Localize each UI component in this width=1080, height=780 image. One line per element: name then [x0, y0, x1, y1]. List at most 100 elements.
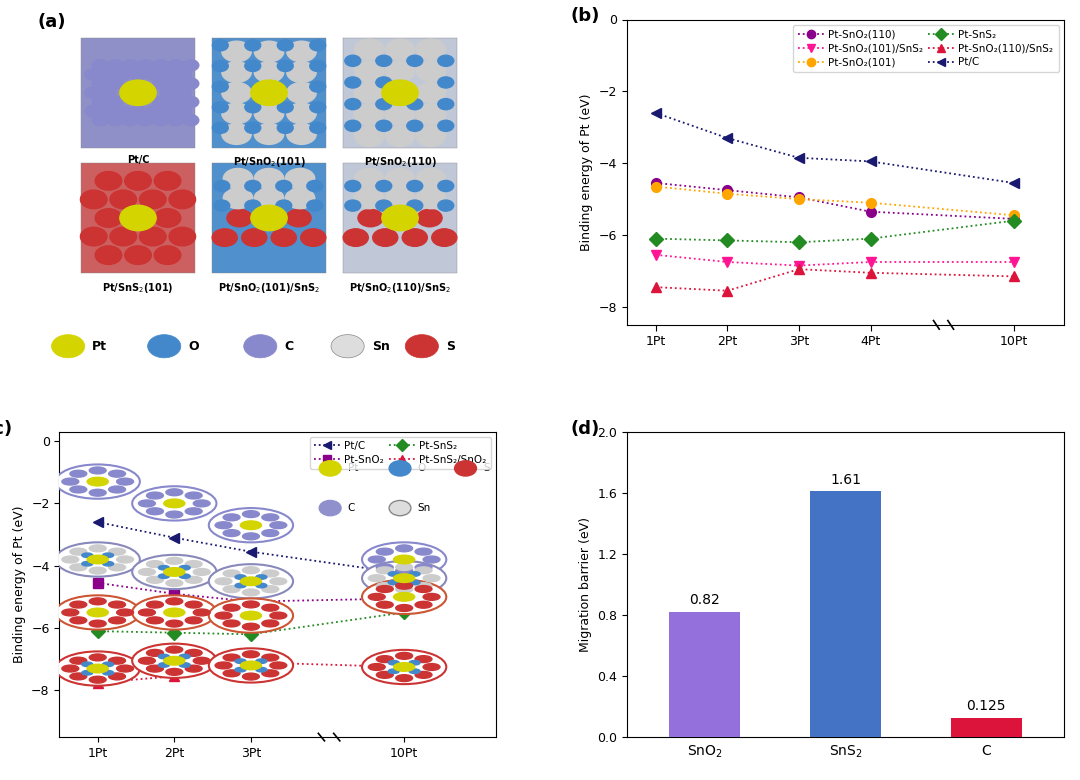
Circle shape: [251, 205, 287, 231]
Circle shape: [261, 570, 279, 577]
Circle shape: [245, 180, 260, 192]
Circle shape: [286, 103, 316, 124]
Circle shape: [117, 556, 134, 563]
Circle shape: [114, 105, 131, 117]
Text: 0.125: 0.125: [967, 700, 1007, 714]
Circle shape: [90, 654, 106, 661]
Circle shape: [109, 548, 125, 555]
Circle shape: [82, 671, 93, 675]
Circle shape: [179, 566, 190, 570]
Pt-SnO₂(101)/SnS₂: [720, 257, 733, 267]
Circle shape: [70, 658, 86, 664]
Pt-SnO₂(110)/SnS₂: [864, 268, 877, 278]
Pt/C: [244, 547, 257, 556]
Circle shape: [62, 665, 79, 672]
Circle shape: [82, 553, 93, 558]
Circle shape: [55, 595, 139, 629]
Circle shape: [70, 564, 86, 571]
Circle shape: [278, 101, 293, 113]
Circle shape: [92, 78, 108, 89]
Circle shape: [395, 545, 413, 551]
Circle shape: [261, 654, 279, 661]
Circle shape: [147, 576, 163, 583]
Circle shape: [415, 586, 432, 593]
Circle shape: [245, 40, 260, 51]
Pt/C: [1008, 179, 1021, 188]
Circle shape: [275, 180, 292, 192]
Pt-SnS₂/SnO₂: [91, 678, 104, 687]
Circle shape: [87, 665, 108, 673]
Circle shape: [242, 229, 267, 246]
Circle shape: [193, 500, 211, 507]
Circle shape: [241, 612, 261, 620]
Circle shape: [416, 126, 446, 147]
Circle shape: [166, 598, 183, 604]
Circle shape: [310, 81, 326, 92]
Circle shape: [186, 576, 202, 583]
Circle shape: [109, 673, 125, 680]
Circle shape: [354, 83, 383, 103]
Circle shape: [95, 172, 122, 190]
Circle shape: [389, 501, 411, 516]
Bar: [810, 491, 880, 737]
Circle shape: [243, 623, 259, 630]
Circle shape: [99, 87, 116, 98]
Circle shape: [164, 568, 185, 576]
Circle shape: [382, 205, 418, 231]
Circle shape: [114, 69, 131, 80]
Circle shape: [132, 644, 216, 678]
Pt-SnS₂: [244, 629, 257, 639]
Circle shape: [254, 103, 284, 124]
Circle shape: [212, 229, 238, 246]
Circle shape: [138, 500, 156, 507]
Pt-SnO₂: [244, 597, 257, 606]
Text: Pt/C: Pt/C: [126, 155, 149, 165]
Circle shape: [254, 41, 284, 62]
Circle shape: [208, 508, 293, 542]
Circle shape: [208, 648, 293, 682]
Circle shape: [145, 105, 161, 117]
Circle shape: [124, 172, 151, 190]
Circle shape: [132, 486, 216, 520]
Y-axis label: Migration barrier (eV): Migration barrier (eV): [579, 517, 592, 652]
Circle shape: [183, 97, 199, 108]
Circle shape: [186, 665, 202, 672]
Circle shape: [402, 229, 428, 246]
Circle shape: [395, 564, 413, 570]
Circle shape: [84, 105, 100, 117]
Text: Pt/SnO$_2$(101): Pt/SnO$_2$(101): [232, 155, 306, 169]
Circle shape: [254, 124, 284, 144]
Circle shape: [368, 575, 386, 582]
Circle shape: [154, 246, 180, 264]
Circle shape: [90, 598, 106, 604]
Circle shape: [395, 567, 413, 574]
Circle shape: [345, 77, 361, 88]
Circle shape: [167, 115, 184, 126]
Circle shape: [376, 120, 392, 131]
Circle shape: [437, 98, 454, 110]
Circle shape: [215, 662, 232, 669]
Circle shape: [388, 669, 400, 673]
Circle shape: [186, 561, 202, 568]
Circle shape: [92, 115, 108, 126]
Circle shape: [224, 586, 240, 593]
Circle shape: [243, 567, 259, 573]
Circle shape: [224, 670, 240, 677]
Circle shape: [278, 60, 293, 72]
Circle shape: [147, 617, 163, 624]
Circle shape: [416, 83, 446, 103]
Circle shape: [354, 126, 383, 147]
Circle shape: [221, 62, 252, 83]
Circle shape: [132, 555, 216, 589]
Circle shape: [213, 40, 228, 51]
Circle shape: [213, 101, 228, 113]
Pt-SnO₂: [397, 594, 410, 603]
Circle shape: [235, 659, 246, 664]
Circle shape: [345, 200, 361, 211]
Circle shape: [164, 608, 185, 617]
Circle shape: [193, 569, 211, 576]
Pt-SnS₂: [91, 626, 104, 636]
Circle shape: [167, 97, 184, 108]
Legend: Pt-SnO₂(110), Pt-SnO₂(101)/SnS₂, Pt-SnO₂(101), Pt-SnS₂, Pt-SnO₂(110)/SnS₂, Pt/C: Pt-SnO₂(110), Pt-SnO₂(101)/SnS₂, Pt-SnO₂…: [793, 25, 1058, 73]
Pt-SnO₂(110)/SnS₂: [793, 264, 806, 274]
